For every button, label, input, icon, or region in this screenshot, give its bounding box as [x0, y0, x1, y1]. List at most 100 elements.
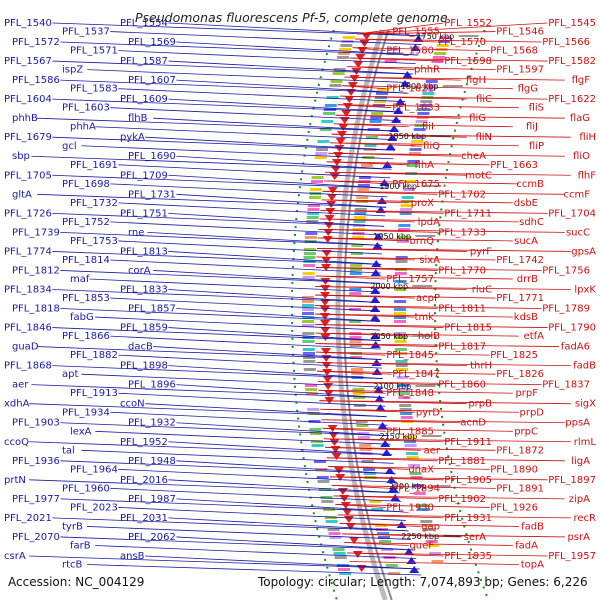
cog-track-mark [385, 564, 398, 567]
reverse-gene-mark [322, 369, 333, 376]
right-gene-labels: PFL_1545 PFL_1546 PFL_1552 PFL_1555 PFL_1566… [386, 18, 596, 571]
gene-label-pfl-1902: PFL_1902 [438, 494, 486, 505]
gene-label-rtcb: rtcB [62, 560, 83, 571]
gene-label-topa: topA [521, 560, 544, 571]
right-connector-line [335, 504, 490, 508]
reverse-gene-mark [349, 75, 360, 82]
gene-label-pfl-1711: PFL_1711 [444, 208, 492, 219]
reverse-gene-mark [338, 124, 349, 131]
cog-track-mark [405, 452, 418, 455]
right-connector-line [315, 324, 548, 328]
gene-label-pfl-1545: PFL_1545 [548, 18, 596, 29]
right-connector-line [317, 237, 409, 242]
right-connector-line [349, 57, 444, 62]
gene-label-pyrf: pyrF [470, 246, 492, 257]
cog-track-mark [397, 392, 410, 395]
gene-label-brnq: brnQ [410, 236, 435, 247]
cog-track-mark [397, 228, 410, 231]
left-connector-line [176, 498, 404, 513]
reverse-gene-mark [322, 376, 333, 383]
cog-track-mark [371, 112, 384, 115]
gene-label-pfl-1702: PFL_1702 [438, 189, 486, 200]
gene-label-ispz: ispZ [62, 65, 83, 76]
gene-label-pfl-1853: PFL_1853 [62, 293, 110, 304]
gene-label-sigx: sigX [575, 399, 596, 410]
gene-label-prtn: prtN [4, 475, 26, 486]
right-connector-line [315, 351, 386, 356]
cog-track-mark [302, 304, 315, 307]
gene-label-pfl-1554: PFL_1554 [120, 18, 168, 29]
gene-label-tmk: tmk [415, 312, 435, 323]
left-connector-line [176, 193, 387, 208]
right-connector-line [318, 228, 438, 233]
forward-gene-mark [370, 314, 381, 321]
reverse-gene-mark [353, 61, 364, 68]
cog-track-mark [320, 496, 333, 499]
cog-track-mark [363, 472, 376, 475]
gene-label-tyrb: tyrB [62, 521, 83, 532]
reverse-gene-mark [349, 537, 360, 544]
left-connector-line [153, 117, 399, 132]
scale-tick-label: 2150 kbp [380, 432, 418, 441]
cog-track-mark [431, 560, 444, 563]
forward-gene-mark [380, 440, 391, 447]
right-connector-line [352, 47, 386, 51]
cog-track-mark [336, 56, 349, 59]
forward-gene-mark [399, 80, 410, 87]
right-connector-line [316, 362, 467, 367]
cog-track-mark [349, 320, 362, 323]
gene-label-pfl-1756: PFL_1756 [542, 265, 590, 276]
forward-gene-mark [370, 296, 381, 303]
left-connector-line [110, 107, 401, 122]
cog-track-mark [353, 404, 366, 407]
cog-track-mark [394, 340, 407, 343]
cog-track-mark [311, 176, 324, 179]
gene-label-lpda: lpdA [418, 217, 440, 228]
gene-label-sixa: sixA [419, 255, 440, 266]
cog-track-mark [311, 180, 324, 183]
cog-track-mark [321, 500, 334, 503]
right-connector-line [320, 209, 444, 214]
cog-track-mark [406, 456, 419, 459]
gene-label-acpp: acpP [416, 293, 440, 304]
gene-label-ccmf: ccmF [564, 189, 591, 200]
gene-label-pfl-1691: PFL_1691 [70, 160, 118, 171]
right-connector-line [337, 104, 392, 109]
left-connector-line [52, 136, 395, 151]
gene-label-pfl-1790: PFL_1790 [548, 323, 596, 334]
forward-gene-mark [384, 467, 395, 474]
reverse-gene-mark [355, 54, 366, 61]
right-connector-line [322, 190, 438, 195]
left-connector-line [145, 555, 420, 570]
gene-label-pfl-1622: PFL_1622 [548, 94, 596, 105]
right-connector-line [331, 484, 496, 489]
right-connector-line [323, 180, 519, 185]
gene-label-kdsb: kdsB [514, 312, 538, 323]
left-connector-line [168, 327, 381, 341]
cog-track-mark [351, 372, 364, 375]
gene-label-lexa: lexA [70, 426, 92, 437]
cog-track-mark [349, 272, 362, 275]
gene-label-flij: fliJ [526, 122, 538, 133]
gene-label-pyrd: pyrD [416, 407, 440, 418]
cog-track-mark [374, 524, 387, 527]
right-connector-line [356, 31, 392, 35]
right-connector-line [315, 343, 560, 347]
gene-label-gpsa: gpsA [571, 246, 596, 257]
cog-track-mark [399, 212, 412, 215]
gene-label-tal: tal [62, 445, 75, 456]
cog-track-mark [333, 552, 346, 555]
gene-label-pfl-1679: PFL_1679 [4, 132, 52, 143]
gene-label-flih: fliH [579, 132, 596, 143]
cog-track-mark [340, 44, 353, 47]
left-gene-labels: PFL_1540 PFL_1537 PFL_1554 PFL_1572 PFL_1571… [4, 18, 176, 571]
left-connector-line [168, 98, 403, 113]
right-connector-line [342, 85, 386, 90]
gene-label-glta: gltA [12, 189, 32, 200]
gene-label-pfl-1936: PFL_1936 [12, 456, 60, 467]
cog-track-mark [302, 272, 315, 275]
cog-track-mark [357, 188, 370, 191]
right-connector-line [337, 514, 571, 519]
right-connector-line [318, 389, 386, 394]
gene-label-pfl-1704: PFL_1704 [548, 208, 596, 219]
